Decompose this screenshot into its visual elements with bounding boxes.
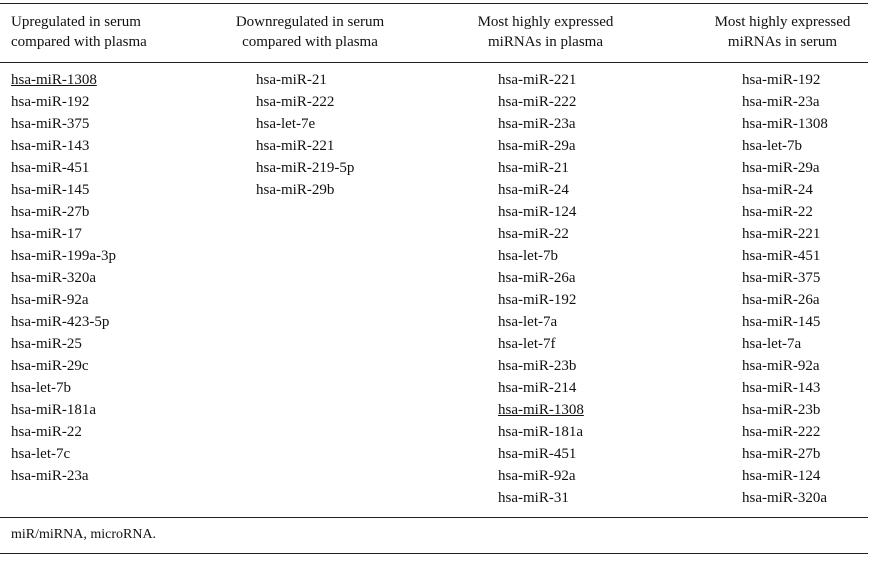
table-cell: hsa-miR-221	[742, 226, 821, 242]
table-cell: hsa-let-7b	[11, 380, 71, 396]
table-cell: hsa-miR-222	[256, 94, 335, 110]
table-cell: hsa-miR-192	[498, 292, 577, 308]
table-cell: hsa-miR-145	[742, 314, 821, 330]
table-cell: hsa-miR-320a	[742, 490, 827, 506]
table-cell: hsa-miR-21	[256, 72, 327, 88]
table-cell: hsa-miR-124	[742, 468, 821, 484]
table-cell: hsa-miR-26a	[498, 270, 576, 286]
table-cell: hsa-miR-21	[498, 160, 569, 176]
table-cell: hsa-miR-22	[498, 226, 569, 242]
table-cell: hsa-miR-29c	[11, 358, 89, 374]
table-cell: hsa-miR-451	[742, 248, 821, 264]
table-cell: hsa-let-7e	[256, 116, 316, 132]
table-cell: hsa-miR-181a	[498, 424, 583, 440]
table-cell: hsa-miR-92a	[498, 468, 576, 484]
table-cell: hsa-miR-199a-3p	[11, 248, 116, 264]
table-cell: hsa-miR-143	[742, 380, 821, 396]
table-cell: hsa-miR-24	[498, 182, 569, 198]
table-cell: hsa-miR-192	[11, 94, 90, 110]
table-bottom-rule	[0, 553, 868, 554]
table-cell: hsa-miR-92a	[742, 358, 820, 374]
table-cell: hsa-miR-423-5p	[11, 314, 110, 330]
table-cell: hsa-miR-221	[256, 138, 335, 154]
table-cell: hsa-miR-145	[11, 182, 90, 198]
footer-rule	[0, 517, 868, 518]
table-cell: hsa-miR-192	[742, 72, 821, 88]
table-cell: hsa-let-7a	[498, 314, 558, 330]
table-cell: hsa-miR-320a	[11, 270, 96, 286]
table-cell: hsa-miR-27b	[11, 204, 90, 220]
table-cell: hsa-miR-31	[498, 490, 569, 506]
column-upregulated: hsa-miR-1308 hsa-miR-192 hsa-miR-375 hsa-mi…	[11, 69, 116, 487]
table-cell: hsa-miR-143	[11, 138, 90, 154]
table-cell: hsa-miR-222	[498, 94, 577, 110]
table-cell: hsa-miR-124	[498, 204, 577, 220]
table-cell: hsa-miR-29a	[742, 160, 820, 176]
table-cell: hsa-miR-219-5p	[256, 160, 355, 176]
header-downregulated: Downregulated in serum compared with plas…	[235, 14, 385, 50]
header-plasma: Most highly expressed miRNAs in plasma	[477, 14, 614, 50]
column-serum: hsa-miR-192 hsa-miR-23a hsa-miR-1308 hsa-le…	[742, 69, 828, 509]
table-top-rule	[0, 3, 868, 4]
table-cell: hsa-miR-23a	[498, 116, 576, 132]
table-footnote: miR/miRNA, microRNA.	[11, 527, 157, 542]
table-cell: hsa-miR-92a	[11, 292, 89, 308]
table-cell: hsa-miR-22	[742, 204, 813, 220]
table-cell: hsa-miR-181a	[11, 402, 96, 418]
table-cell: hsa-miR-1308	[742, 116, 828, 132]
table-cell: hsa-miR-24	[742, 182, 813, 198]
table-cell: hsa-miR-375	[11, 116, 90, 132]
table-cell: hsa-miR-23a	[11, 468, 89, 484]
table-cell: hsa-miR-1308	[498, 402, 584, 418]
table-cell: hsa-let-7a	[742, 336, 802, 352]
table-cell: hsa-miR-17	[11, 226, 82, 242]
table-cell: hsa-miR-25	[11, 336, 82, 352]
column-plasma: hsa-miR-221 hsa-miR-222 hsa-miR-23a hsa-miR…	[498, 69, 584, 509]
column-downregulated: hsa-miR-21 hsa-miR-222 hsa-let-7e hsa-miR-2…	[256, 69, 354, 201]
table-cell: hsa-miR-375	[742, 270, 821, 286]
table-cell: hsa-miR-221	[498, 72, 577, 88]
table-cell: hsa-let-7b	[498, 248, 558, 264]
table-cell: hsa-miR-451	[11, 160, 90, 176]
table-cell: hsa-let-7f	[498, 336, 556, 352]
header-rule	[0, 62, 868, 63]
table-cell: hsa-miR-451	[498, 446, 577, 462]
table-cell: hsa-miR-1308	[11, 72, 97, 88]
header-serum: Most highly expressed miRNAs in serum	[714, 14, 851, 50]
table-cell: hsa-miR-23b	[498, 358, 577, 374]
table-cell: hsa-miR-222	[742, 424, 821, 440]
table-cell: hsa-miR-27b	[742, 446, 821, 462]
table-cell: hsa-miR-22	[11, 424, 82, 440]
table-cell: hsa-let-7c	[11, 446, 71, 462]
table-cell: hsa-miR-29b	[256, 182, 335, 198]
table-cell: hsa-miR-23a	[742, 94, 820, 110]
table-cell: hsa-miR-26a	[742, 292, 820, 308]
table-cell: hsa-miR-23b	[742, 402, 821, 418]
table-cell: hsa-let-7b	[742, 138, 802, 154]
header-upregulated: Upregulated in serum compared with plasma	[11, 14, 147, 50]
table-cell: hsa-miR-214	[498, 380, 577, 396]
table-cell: hsa-miR-29a	[498, 138, 576, 154]
